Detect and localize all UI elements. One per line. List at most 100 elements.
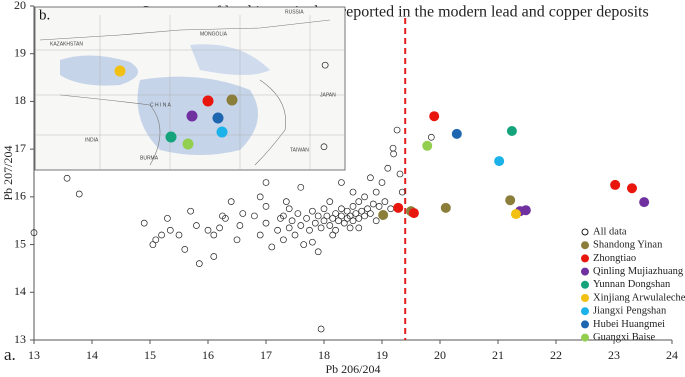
point <box>335 217 342 225</box>
point <box>408 208 419 219</box>
legend-marker <box>581 228 589 236</box>
point <box>222 214 229 222</box>
inset-map: KAZAKHSTAN MONGOLIA RUSSIA C H I N A IND… <box>34 6 346 171</box>
point <box>422 140 433 151</box>
point <box>506 126 517 137</box>
point <box>398 188 406 196</box>
point <box>320 217 328 225</box>
point <box>75 190 83 198</box>
point <box>393 126 401 134</box>
map-label: KAZAKHSTAN <box>50 41 83 47</box>
map-label: C H I N A <box>150 102 172 108</box>
point <box>193 222 200 229</box>
panel-label: a. <box>4 345 16 364</box>
x-axis-label: Pb 206/204 <box>325 362 380 376</box>
point <box>338 212 345 220</box>
point <box>381 198 389 205</box>
point <box>274 226 281 234</box>
point <box>378 179 386 186</box>
legend-label: Shandong Yinan <box>593 240 663 251</box>
legend-marker <box>581 307 589 316</box>
point <box>332 226 339 234</box>
x-tick-label: 13 <box>28 348 40 362</box>
point <box>338 179 345 186</box>
point <box>355 198 363 205</box>
x-tick-label: 20 <box>434 348 446 362</box>
map-label: MONGOLIA <box>200 31 228 37</box>
point <box>210 231 218 239</box>
point <box>30 229 38 236</box>
point <box>349 203 357 210</box>
point <box>256 231 264 239</box>
point <box>349 217 357 225</box>
point <box>520 205 531 216</box>
point <box>297 183 305 191</box>
point <box>375 203 383 210</box>
legend-label: Qinling Mujiazhuang <box>593 266 684 277</box>
point <box>306 226 313 234</box>
point <box>314 212 322 220</box>
point <box>251 212 258 220</box>
point <box>429 111 440 122</box>
point <box>393 202 404 213</box>
map-label: TAIWAN <box>290 147 309 153</box>
point <box>326 198 334 205</box>
point <box>505 195 516 206</box>
point <box>140 219 148 227</box>
point <box>639 197 650 208</box>
point <box>227 198 235 205</box>
point <box>236 222 244 229</box>
y-tick-label: 16 <box>14 189 26 203</box>
point <box>427 133 435 141</box>
point <box>346 212 354 220</box>
map-site <box>114 65 126 77</box>
point <box>332 210 339 217</box>
point <box>187 207 194 215</box>
point <box>323 212 331 220</box>
y-tick-label: 15 <box>14 236 26 250</box>
point <box>294 210 302 217</box>
point <box>309 238 316 246</box>
legend-label: Xinjiang Arwulalecheng <box>593 292 685 303</box>
point <box>494 156 505 167</box>
point <box>262 203 270 210</box>
point <box>282 198 290 205</box>
point <box>303 214 310 222</box>
point <box>361 212 368 220</box>
legend-label: Guangxi Baise <box>593 332 655 343</box>
point <box>317 325 325 333</box>
y-tick-label: 19 <box>14 45 26 59</box>
point <box>300 241 308 248</box>
point <box>610 179 621 190</box>
point <box>262 219 270 227</box>
map-label: JAPAN <box>320 92 336 98</box>
x-tick-label: 21 <box>492 348 504 362</box>
x-tick-label: 17 <box>260 348 272 362</box>
y-tick-label: 17 <box>14 141 26 155</box>
map-site <box>202 95 214 107</box>
x-tick-label: 18 <box>318 348 330 362</box>
point <box>268 243 276 251</box>
point <box>164 214 171 222</box>
map-site <box>165 131 177 143</box>
point <box>239 210 247 217</box>
map-site <box>226 94 238 106</box>
point <box>216 224 223 232</box>
legend-label: Jiangxi Pengshan <box>593 306 667 317</box>
point <box>340 219 348 227</box>
point <box>285 205 293 213</box>
point <box>338 205 345 213</box>
point <box>349 188 357 196</box>
map-site <box>186 110 198 122</box>
map-label: BURMA <box>140 155 159 161</box>
point <box>320 205 328 213</box>
y-tick-label: 13 <box>14 332 26 346</box>
point <box>280 212 287 220</box>
point <box>329 214 337 222</box>
x-tick-label: 23 <box>608 348 620 362</box>
legend-label: Hubei Huangmei <box>593 319 665 330</box>
point <box>364 205 371 213</box>
point <box>314 248 322 256</box>
point <box>256 193 264 201</box>
